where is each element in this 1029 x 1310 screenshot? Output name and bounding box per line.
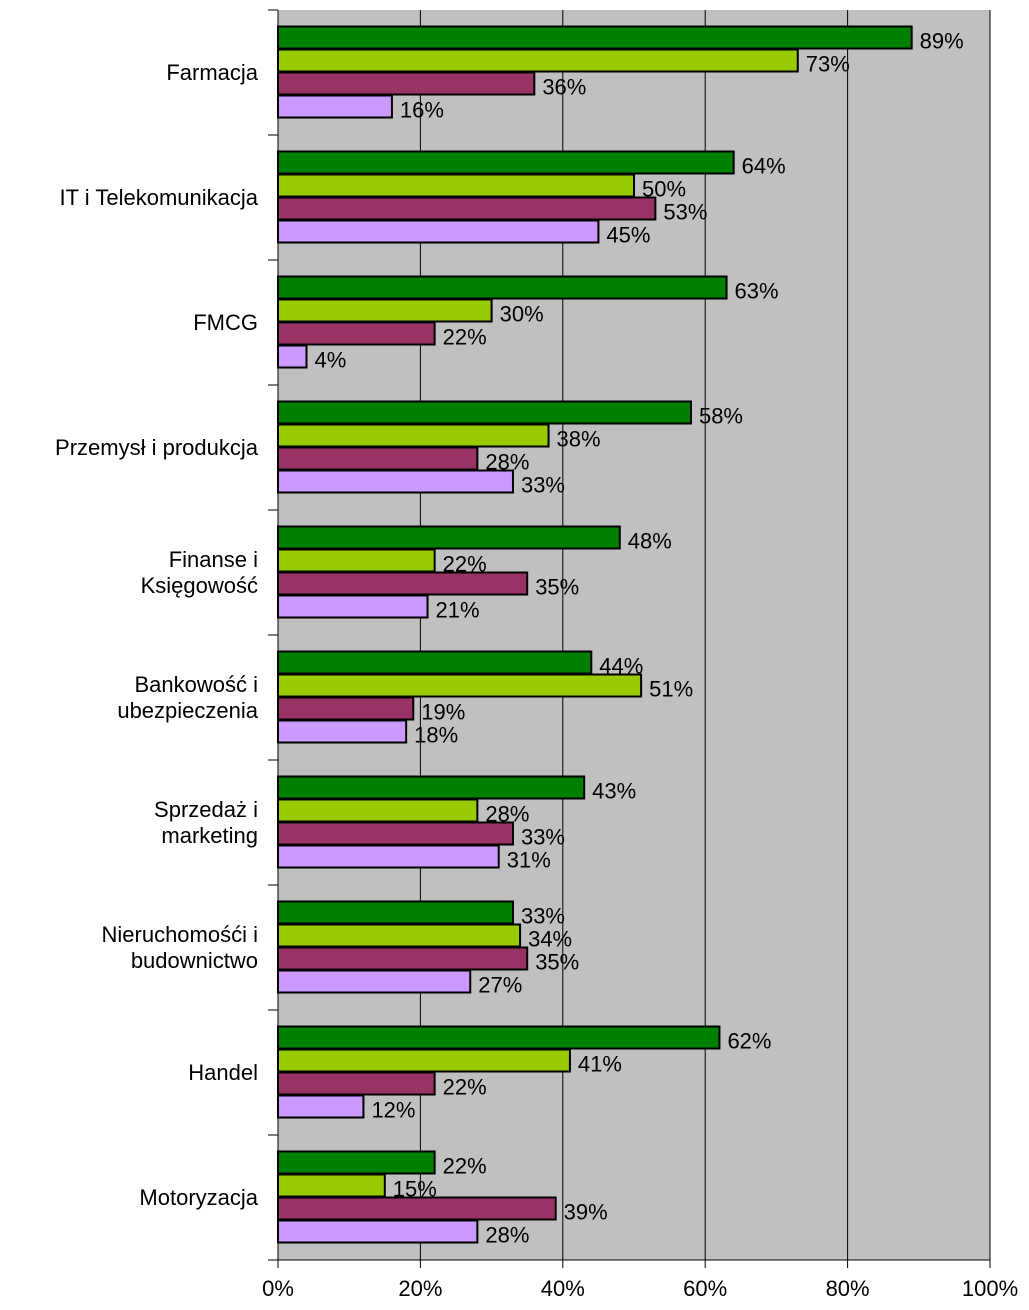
value-label: 73% — [806, 51, 850, 76]
y-tick-label: Handel — [188, 1059, 258, 1085]
value-label: 4% — [314, 347, 346, 372]
bar — [277, 798, 479, 823]
bar — [277, 173, 635, 198]
value-label: 35% — [535, 949, 579, 974]
value-label: 21% — [436, 597, 480, 622]
bar — [277, 775, 586, 800]
value-label: 30% — [500, 301, 544, 326]
bar — [277, 25, 913, 50]
bar — [277, 1196, 557, 1221]
bar — [277, 423, 550, 448]
value-label: 33% — [521, 903, 565, 928]
bar — [277, 71, 536, 96]
x-tick-label: 40% — [541, 1276, 585, 1301]
value-label: 22% — [443, 1074, 487, 1099]
bar — [277, 48, 799, 73]
bar — [277, 1094, 365, 1119]
value-label: 41% — [578, 1051, 622, 1076]
bar — [277, 1025, 721, 1050]
value-label: 89% — [920, 28, 964, 53]
value-label: 16% — [400, 97, 444, 122]
value-label: 18% — [414, 722, 458, 747]
bar — [277, 94, 393, 119]
bar — [277, 196, 657, 221]
bar — [277, 650, 593, 675]
y-tick-label: Farmacja — [166, 59, 258, 85]
y-tick-label: Finanse i Księgowość — [140, 546, 258, 598]
value-label: 63% — [735, 278, 779, 303]
value-label: 51% — [649, 676, 693, 701]
y-tick-label: Sprzedaż i marketing — [154, 796, 258, 848]
bar — [277, 1150, 436, 1175]
value-label: 64% — [742, 153, 786, 178]
x-tick-label: 20% — [398, 1276, 442, 1301]
x-tick-label: 100% — [962, 1276, 1018, 1301]
bar — [277, 150, 735, 175]
bar — [277, 321, 436, 346]
bar — [277, 275, 728, 300]
value-label: 58% — [699, 403, 743, 428]
value-label: 34% — [528, 926, 572, 951]
bar — [277, 946, 529, 971]
value-label: 12% — [371, 1097, 415, 1122]
y-tick-label: IT i Telekomunikacja — [59, 184, 258, 210]
bar — [277, 1048, 571, 1073]
bar — [277, 344, 308, 369]
y-tick-label: Nieruchomośći i budownictwo — [101, 921, 259, 973]
bar — [277, 446, 479, 471]
value-label: 38% — [557, 426, 601, 451]
x-tick-label: 80% — [826, 1276, 870, 1301]
value-label: 48% — [628, 528, 672, 553]
bar — [277, 298, 493, 323]
y-tick-label: Bankowość i ubezpieczenia — [117, 671, 258, 723]
value-label: 36% — [542, 74, 586, 99]
bar — [277, 400, 692, 425]
value-label: 35% — [535, 574, 579, 599]
value-label: 39% — [564, 1199, 608, 1224]
bar — [277, 900, 514, 925]
bar — [277, 923, 522, 948]
bar — [277, 1071, 436, 1096]
value-label: 22% — [443, 324, 487, 349]
value-label: 28% — [485, 1222, 529, 1247]
bar — [277, 673, 643, 698]
bar — [277, 1173, 386, 1198]
bar — [277, 696, 415, 721]
value-label: 43% — [592, 778, 636, 803]
value-label: 19% — [421, 699, 465, 724]
value-label: 62% — [727, 1028, 771, 1053]
bar — [277, 844, 500, 869]
bar — [277, 821, 514, 846]
bar — [277, 969, 472, 994]
value-label: 22% — [443, 1153, 487, 1178]
value-label: 33% — [521, 824, 565, 849]
bar — [277, 1219, 479, 1244]
bar — [277, 594, 429, 619]
x-tick-label: 0% — [262, 1276, 294, 1301]
y-tick-label: FMCG — [193, 309, 258, 335]
y-tick-label: Motoryzacja — [139, 1184, 258, 1210]
value-label: 27% — [478, 972, 522, 997]
value-label: 33% — [521, 472, 565, 497]
bar — [277, 469, 514, 494]
value-label: 53% — [663, 199, 707, 224]
bar — [277, 719, 408, 744]
x-tick-label: 60% — [683, 1276, 727, 1301]
bar — [277, 525, 621, 550]
bar — [277, 548, 436, 573]
bar — [277, 571, 529, 596]
value-label: 45% — [606, 222, 650, 247]
y-tick-label: Przemysł i produkcja — [55, 434, 258, 460]
bar — [277, 219, 600, 244]
value-label: 31% — [507, 847, 551, 872]
